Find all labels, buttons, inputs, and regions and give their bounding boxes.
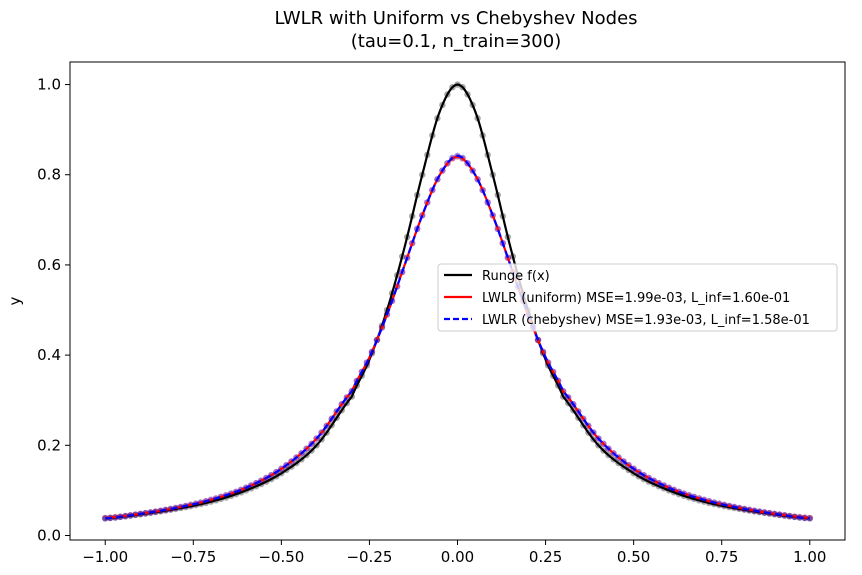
series-line-0 — [105, 83, 810, 520]
series-line-1 — [105, 155, 810, 519]
x-axis: −1.00 −0.75 −0.50 −0.25 0.00 0.25 0.50 0.75 1.00 — [82, 540, 826, 566]
y-tick-label: 1.0 — [37, 76, 61, 94]
legend: Runge f(x) LWLR (uniform) MSE=1.99e-03, L… — [437, 263, 838, 332]
y-axis: 0.0 0.2 0.4 0.6 0.8 1.0 — [37, 76, 70, 544]
x-tick-label: 0.75 — [705, 548, 738, 566]
chart-title: LWLR with Uniform vs Chebyshev Nodes — [274, 8, 637, 29]
x-tick-label: 0.50 — [617, 548, 650, 566]
x-tick-label: −1.00 — [82, 548, 128, 566]
x-tick-label: 0.00 — [441, 548, 474, 566]
y-tick-label: 0.0 — [37, 526, 61, 544]
x-tick-label: −0.25 — [346, 548, 392, 566]
x-tick-label: −0.75 — [170, 548, 216, 566]
legend-box — [437, 263, 838, 332]
y-tick-label: 0.4 — [37, 346, 61, 364]
legend-label: LWLR (uniform) MSE=1.99e-03, L_inf=1.60e… — [482, 291, 790, 306]
y-tick-label: 0.6 — [37, 256, 61, 274]
series-line-2 — [105, 154, 810, 520]
legend-label: LWLR (chebyshev) MSE=1.93e-03, L_inf=1.5… — [482, 313, 810, 328]
y-tick-label: 0.8 — [37, 166, 61, 184]
legend-label: Runge f(x) — [482, 269, 550, 284]
x-tick-label: −0.50 — [258, 548, 304, 566]
x-tick-label: 0.25 — [529, 548, 562, 566]
x-tick-label: 1.00 — [793, 548, 826, 566]
y-axis-label: y — [6, 296, 24, 305]
y-tick-label: 0.2 — [37, 436, 61, 454]
chart-subtitle: (tau=0.1, n_train=300) — [351, 31, 561, 52]
series-lines — [105, 83, 810, 520]
